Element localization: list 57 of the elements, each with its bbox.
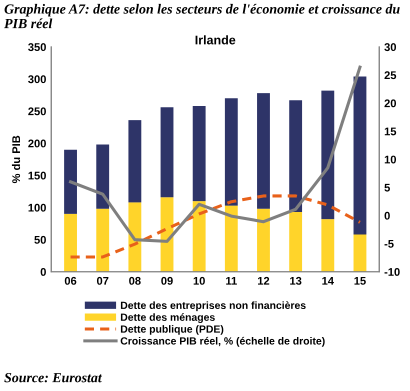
x-tick-label: 11 [226,277,237,285]
bar [160,197,174,272]
bar [96,144,110,209]
y2-tick-label: 25 [384,71,396,80]
bar [192,201,206,272]
bar [257,208,270,272]
y2-tick-label: 5 [384,184,390,192]
bar [321,90,334,220]
bar [289,100,302,212]
source-note: Source: Eurostat [4,372,102,382]
bar [289,212,302,272]
chart-subtitle: Irlande [196,35,236,44]
bar [321,219,334,272]
line-series [69,194,362,258]
x-tick-label: 08 [129,276,141,285]
legend-label: Dette des entreprises non financières [120,301,306,312]
y2-tick-label: -5 [384,240,394,248]
x-tick-label: 07 [96,276,108,285]
y2-tick-label: -10 [384,268,400,276]
x-tick-label: 12 [258,276,270,285]
y-tick-label: 200 [28,140,46,148]
y-tick-label: 100 [28,204,46,212]
bar [128,202,142,272]
bar [128,120,142,202]
bar [160,107,174,198]
bar [192,106,206,202]
y-tick-label: 50 [34,236,46,244]
y2-tick-label: 20 [384,99,396,108]
bar [224,206,238,272]
x-tick-label: 06 [64,276,76,285]
y-tick-label: 0 [40,268,46,276]
bar [64,150,77,214]
bar [354,76,366,234]
x-tick-label: 15 [354,277,366,285]
bar [224,98,238,206]
bar [257,93,270,209]
y2-tick-label: 10 [384,156,396,164]
bar [64,214,77,272]
x-tick-label: 09 [161,276,173,285]
y-tick-label: 150 [28,172,46,180]
legend-label: Dette publique (PDE) [120,325,224,335]
x-tick-label: 10 [194,276,205,285]
x-tick-label: 13 [290,276,302,285]
y2-tick-label: 15 [384,128,396,136]
y-tick-label: 350 [28,43,46,52]
legend-label: Dette des ménages [120,313,215,324]
y-tick-label: 300 [28,75,46,84]
y2-tick-label: 0 [384,212,390,220]
x-tick-label: 14 [322,277,334,285]
y2-tick-label: 30 [384,43,396,52]
bar [354,234,366,272]
bar [96,208,110,272]
y-tick-label: 250 [28,107,46,116]
y-axis-title: % du PIB [12,136,20,184]
line-series [69,66,362,243]
chart-title: Graphique A7: dette selon les secteurs de l'économie et croissance du PIB réel [4,4,400,28]
legend-label: Croissance PIB réel, % (échelle de droite) [120,336,325,347]
